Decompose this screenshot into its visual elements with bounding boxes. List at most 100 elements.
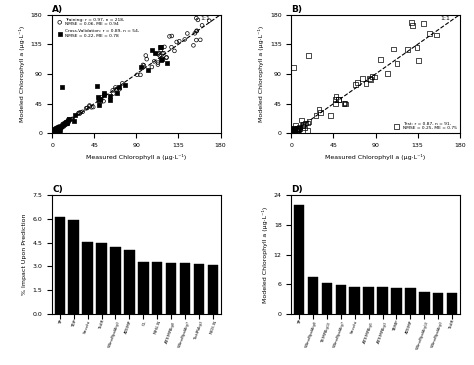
Point [295, 127, 302, 132]
Point [288, 127, 296, 133]
Point [158, 56, 166, 62]
Point [50, 128, 58, 134]
Point [290, 129, 298, 135]
Bar [194, 264, 204, 314]
Point [289, 128, 297, 134]
Point [68, 116, 76, 122]
Point [55, 125, 63, 131]
Text: D): D) [292, 185, 303, 194]
Point [95, 99, 103, 104]
Point [52, 128, 60, 134]
Point [50, 130, 57, 136]
Point [61, 120, 68, 126]
Point [50, 130, 57, 135]
Point [56, 126, 64, 131]
Point [62, 120, 69, 126]
Point [415, 58, 422, 64]
Point [409, 23, 417, 28]
Point [148, 64, 155, 70]
Point [295, 126, 302, 131]
Point [335, 96, 343, 102]
Point [60, 122, 67, 127]
Point [121, 82, 129, 88]
Bar [391, 288, 401, 314]
Point [58, 124, 65, 130]
Point [191, 30, 199, 36]
Point [116, 84, 123, 90]
Point [55, 124, 63, 130]
Point [404, 47, 411, 53]
Point [332, 96, 339, 102]
Bar [69, 220, 79, 314]
Point [55, 127, 62, 133]
Point [49, 128, 57, 134]
Point [54, 125, 61, 131]
Point [49, 130, 56, 136]
Point [158, 55, 166, 61]
Point [64, 119, 71, 125]
Point [52, 128, 59, 134]
Point [294, 126, 301, 131]
Point [98, 95, 105, 100]
Point [60, 123, 68, 129]
Bar [138, 262, 148, 314]
Point [299, 123, 306, 128]
Point [383, 70, 391, 76]
Y-axis label: Modeled Chlorophyll a (μg·L⁻¹): Modeled Chlorophyll a (μg·L⁻¹) [19, 26, 25, 122]
Bar [308, 277, 318, 314]
Point [133, 72, 141, 78]
Point [51, 130, 58, 135]
Point [142, 53, 150, 58]
Point [112, 87, 119, 92]
Point [198, 22, 206, 28]
Point [352, 81, 359, 87]
Point [52, 129, 59, 135]
Point [291, 127, 299, 133]
Text: C): C) [52, 185, 63, 194]
Point [144, 67, 152, 73]
Point [54, 126, 62, 132]
Point [49, 130, 56, 136]
Point [55, 126, 63, 131]
Point [116, 86, 123, 92]
Point [164, 60, 171, 66]
Point [168, 44, 175, 50]
Bar [180, 263, 190, 314]
Point [49, 130, 56, 136]
Point [288, 129, 295, 135]
Point [193, 28, 201, 34]
Point [292, 127, 300, 133]
Point [49, 130, 57, 136]
Point [52, 128, 59, 134]
Point [56, 126, 64, 132]
Point [55, 126, 63, 132]
Point [52, 127, 59, 133]
Point [49, 130, 57, 135]
Point [54, 126, 61, 132]
Point [49, 130, 56, 136]
Point [51, 130, 58, 136]
Point [55, 128, 63, 134]
Point [51, 130, 59, 136]
Point [70, 118, 77, 123]
Point [55, 127, 62, 133]
Point [53, 127, 60, 133]
Point [118, 80, 126, 86]
Bar [336, 285, 346, 314]
Point [50, 129, 58, 135]
Point [51, 126, 59, 132]
Point [54, 125, 61, 131]
Point [157, 45, 164, 50]
Point [157, 47, 164, 53]
Point [55, 124, 63, 130]
Point [50, 128, 58, 134]
Point [49, 130, 56, 136]
Point [49, 130, 57, 136]
Point [49, 130, 56, 135]
Point [49, 130, 57, 136]
Point [49, 130, 57, 135]
Point [342, 101, 349, 107]
Point [292, 122, 299, 128]
Point [50, 129, 57, 135]
Point [289, 129, 296, 135]
